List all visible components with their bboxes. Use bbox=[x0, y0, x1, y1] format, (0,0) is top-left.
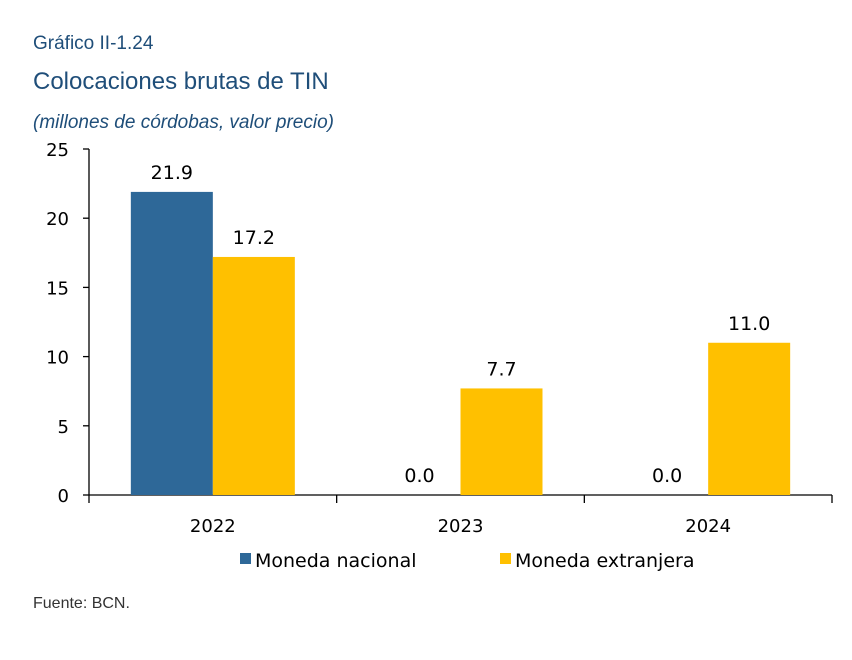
chart-subtitle: (millones de córdobas, valor precio) bbox=[33, 112, 334, 133]
legend-swatch bbox=[500, 553, 511, 564]
source-note: Fuente: BCN. bbox=[33, 595, 130, 612]
data-label: 11.0 bbox=[728, 313, 770, 335]
legend-label: Moneda extranjera bbox=[515, 550, 694, 572]
y-tick-label: 25 bbox=[46, 140, 69, 161]
data-label: 0.0 bbox=[652, 465, 682, 487]
y-tick-label: 5 bbox=[58, 417, 69, 438]
x-tick-label: 2022 bbox=[190, 516, 236, 537]
legend-label: Moneda nacional bbox=[255, 550, 417, 572]
bar-moneda-extranjera bbox=[212, 256, 295, 495]
x-tick-label: 2023 bbox=[438, 516, 484, 537]
x-tick-label: 2024 bbox=[685, 516, 731, 537]
bar-chart: 0 5 10 15 20 25 21.9 17.2 2022 0.0 7.7 2023 0.0 11.0 2… bbox=[46, 140, 833, 572]
bar-moneda-nacional bbox=[130, 191, 213, 496]
y-tick-label: 15 bbox=[46, 278, 69, 299]
bar-moneda-extranjera bbox=[460, 388, 543, 495]
y-tick-label: 20 bbox=[46, 209, 69, 230]
legend-swatch bbox=[240, 553, 251, 564]
chart-title: Colocaciones brutas de TIN bbox=[33, 68, 329, 95]
data-label: 21.9 bbox=[151, 162, 193, 184]
data-label: 0.0 bbox=[404, 465, 434, 487]
y-tick-label: 10 bbox=[46, 348, 69, 369]
data-label: 17.2 bbox=[233, 227, 275, 249]
data-label: 7.7 bbox=[486, 358, 516, 380]
bar-moneda-extranjera bbox=[708, 342, 791, 495]
figure-label: Gráfico II-1.24 bbox=[33, 33, 154, 54]
y-tick-label: 0 bbox=[58, 486, 69, 507]
